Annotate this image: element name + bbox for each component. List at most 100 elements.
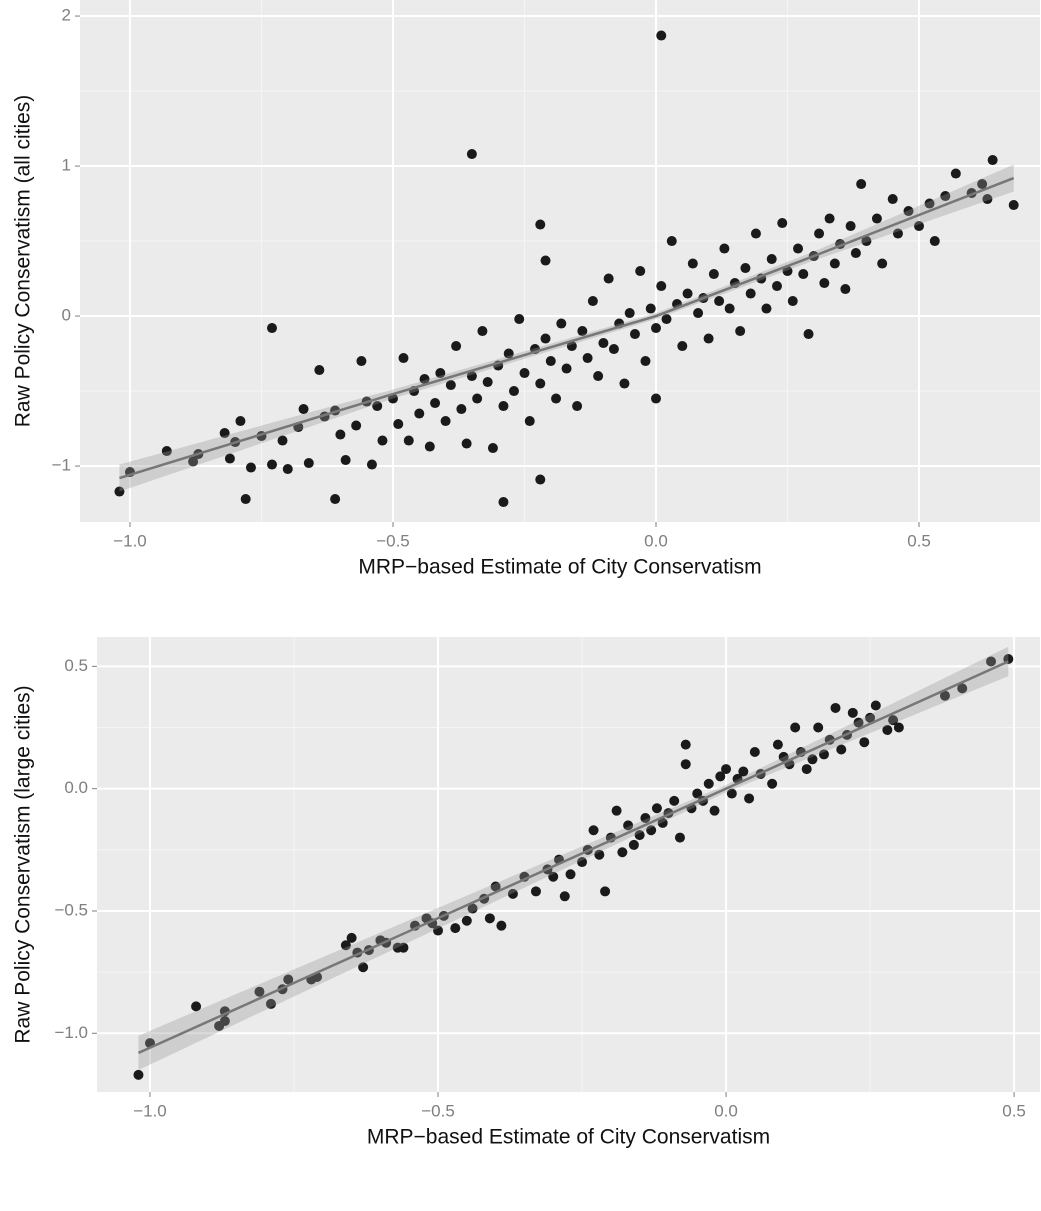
point: [577, 326, 588, 337]
point: [940, 191, 951, 202]
point: [519, 368, 530, 379]
point: [424, 441, 435, 452]
point: [840, 284, 851, 295]
point: [456, 404, 467, 415]
point: [836, 744, 847, 755]
point: [624, 308, 635, 319]
point: [740, 263, 751, 274]
x-axis-title: MRP−based Estimate of City Conservatism: [367, 1126, 770, 1149]
point: [724, 303, 735, 314]
point: [651, 323, 661, 334]
point: [566, 341, 577, 352]
point: [219, 428, 230, 439]
x-tick-label: −1.0: [133, 1101, 167, 1120]
point: [656, 281, 667, 292]
point: [219, 1016, 230, 1027]
point: [282, 464, 293, 475]
point: [628, 839, 639, 850]
point: [735, 326, 746, 337]
point: [435, 368, 446, 379]
point: [487, 443, 498, 454]
point: [777, 218, 788, 229]
point: [540, 333, 551, 344]
point: [461, 915, 472, 926]
point: [987, 155, 998, 166]
point: [372, 401, 383, 412]
point: [498, 401, 509, 412]
point: [640, 813, 651, 824]
point: [451, 341, 462, 352]
point: [498, 497, 509, 508]
point: [871, 213, 882, 224]
point: [283, 974, 294, 985]
point: [535, 378, 546, 389]
point: [619, 378, 630, 389]
x-tick-label: 0.0: [714, 1101, 738, 1120]
point: [430, 398, 441, 409]
point: [924, 198, 935, 209]
point: [623, 820, 634, 831]
point: [629, 329, 640, 340]
point: [798, 269, 809, 280]
point: [767, 778, 778, 789]
point: [600, 886, 611, 897]
point: [856, 179, 867, 190]
point: [340, 940, 351, 951]
y-tick-label: −1.0: [54, 1023, 88, 1042]
point: [535, 219, 546, 230]
point: [540, 255, 551, 266]
point: [240, 494, 251, 505]
point: [559, 891, 570, 902]
point: [803, 329, 814, 340]
point: [778, 751, 789, 762]
point: [433, 925, 444, 936]
point: [524, 416, 535, 427]
point: [594, 849, 605, 860]
point: [314, 365, 325, 376]
point: [888, 715, 899, 726]
point: [582, 353, 593, 364]
point: [677, 341, 688, 352]
point: [651, 803, 662, 814]
point: [482, 377, 493, 388]
y-tick-label: 0.5: [64, 656, 88, 675]
point: [545, 356, 556, 367]
x-tick-label: 0.0: [644, 531, 668, 550]
point: [403, 435, 414, 446]
point: [377, 435, 388, 446]
point: [669, 795, 680, 806]
point: [188, 456, 199, 467]
point: [824, 213, 835, 224]
point: [265, 998, 276, 1009]
point: [657, 817, 668, 828]
point: [703, 333, 714, 344]
point: [461, 438, 472, 449]
point: [687, 258, 698, 269]
y-tick-label: −0.5: [54, 900, 88, 919]
point: [419, 374, 430, 385]
point: [850, 248, 861, 259]
y-tick-label: −1: [52, 456, 71, 475]
point: [466, 149, 477, 160]
point: [807, 754, 818, 765]
point: [744, 793, 755, 804]
point: [761, 303, 772, 314]
point: [750, 228, 761, 239]
point: [398, 942, 409, 953]
point: [503, 348, 514, 359]
point: [535, 474, 546, 485]
point: [766, 254, 777, 265]
point: [656, 30, 667, 41]
point: [398, 353, 409, 364]
point: [847, 707, 858, 718]
point: [738, 766, 749, 777]
y-axis-title: Raw Policy Conservatism (all cities): [12, 95, 35, 428]
point: [877, 258, 888, 269]
point: [680, 739, 691, 750]
point: [611, 805, 622, 816]
point: [556, 318, 567, 329]
x-tick-label: −0.5: [421, 1101, 455, 1120]
point: [957, 683, 968, 694]
point: [682, 288, 693, 299]
